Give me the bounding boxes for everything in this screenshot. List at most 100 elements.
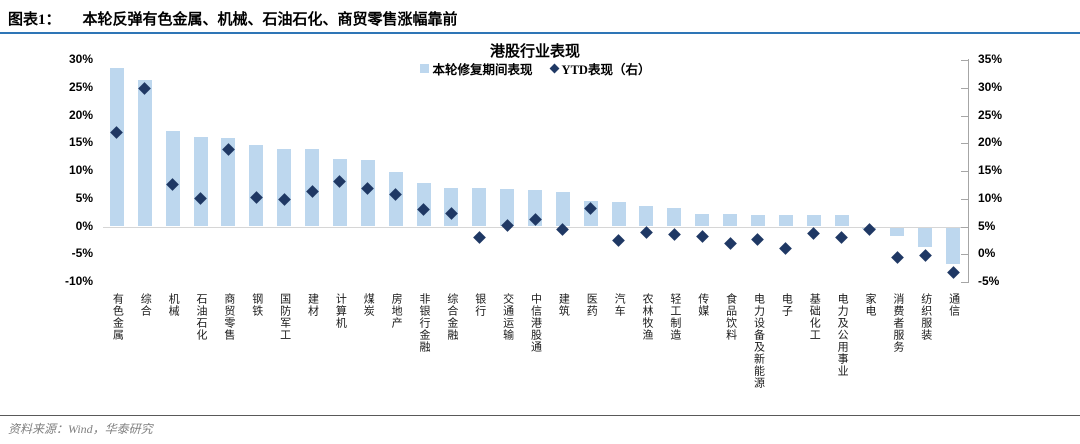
figure-header: 图表1： 本轮反弹有色金属、机械、石油石化、商贸零售涨幅靠前 [8, 8, 1072, 29]
category-label: 综合金融 [445, 293, 458, 341]
category-label: 商贸零售 [222, 293, 235, 341]
right-axis-tick-mark [961, 254, 968, 256]
right-axis-tick-label: 35% [978, 52, 1003, 66]
right-axis-tick-label: 10% [978, 190, 1003, 205]
right-axis-tick-label: 5% [978, 218, 996, 233]
left-axis-tick-label: 0% [75, 218, 93, 233]
bar [555, 192, 570, 227]
bar [193, 136, 208, 227]
category-label: 计算机 [334, 293, 347, 329]
left-axis-tick-label: 25% [68, 79, 93, 94]
category-label: 农林牧渔 [640, 293, 653, 341]
category-label: 建筑 [557, 293, 570, 317]
bar [806, 215, 821, 227]
category-label: 电力设备及新能源 [752, 293, 765, 389]
ytd-point [835, 231, 848, 244]
category-label: 有色金属 [111, 293, 124, 341]
legend-label-bars: 本轮修复期间表现 [432, 63, 533, 77]
category-label: 电子 [780, 293, 793, 317]
left-axis-tick-label: 5% [75, 190, 93, 205]
category-label: 家电 [863, 293, 876, 317]
bar [890, 227, 905, 236]
legend-label-ytd: YTD表现（右） [561, 63, 651, 77]
bar [472, 188, 487, 227]
bar-series-marker-icon [419, 64, 429, 73]
chart-title: 港股行业表现 [489, 44, 580, 60]
bar [500, 188, 515, 227]
ytd-point [667, 227, 681, 241]
right-axis-line [968, 59, 969, 283]
chart-legend: 本轮修复期间表现 YTD表现（右） [103, 59, 967, 78]
bar [639, 205, 654, 227]
right-axis-tick-label: 15% [978, 163, 1003, 177]
footer-divider [0, 415, 1080, 416]
header-divider [0, 32, 1080, 34]
figure-title: 本轮反弹有色金属、机械、石油石化、商贸零售涨幅靠前 [82, 12, 458, 28]
right-axis-tick-mark [961, 226, 968, 228]
category-label: 银行 [473, 293, 486, 317]
category-label: 非银行金融 [418, 293, 431, 353]
category-label: 传媒 [696, 293, 709, 317]
left-axis-tick-label: 20% [68, 107, 93, 122]
right-axis-tick-mark [961, 115, 968, 117]
category-label: 建材 [306, 293, 319, 317]
ytd-point [723, 236, 737, 250]
bar [109, 67, 124, 227]
category-label: 轻工制造 [668, 293, 681, 341]
left-axis-tick-label: -5% [71, 246, 93, 261]
figure-number: 图表1： [8, 12, 61, 28]
category-label: 国防军工 [278, 293, 291, 341]
right-axis-tick-label: 0% [978, 246, 996, 261]
bar [277, 148, 292, 227]
left-axis-tick-label: 10% [68, 163, 93, 177]
ytd-point [779, 242, 793, 256]
left-axis-tick-label: 15% [68, 135, 93, 150]
category-label: 机械 [167, 293, 180, 317]
ytd-series-marker-icon [549, 63, 559, 74]
source-note: 资料来源：Wind，华泰研究 [8, 422, 153, 436]
left-axis-tick-label: -10% [64, 274, 93, 288]
right-axis-tick-label: 25% [978, 107, 1003, 122]
bar [137, 79, 152, 227]
ytd-point [863, 223, 876, 237]
right-axis-tick-mark [961, 282, 968, 283]
bar [249, 145, 264, 227]
ytd-point [807, 226, 821, 240]
bar [946, 227, 961, 265]
ytd-point [946, 266, 960, 279]
category-label: 纺织服装 [919, 293, 932, 341]
category-label: 石油石化 [195, 293, 208, 341]
left-axis-tick-label: 30% [68, 52, 93, 66]
bar [695, 213, 710, 227]
bar [221, 138, 236, 227]
ytd-point [640, 226, 653, 239]
category-label: 消费者服务 [891, 293, 904, 353]
bar [667, 207, 682, 227]
bar [332, 158, 347, 227]
ytd-point [612, 234, 625, 248]
right-axis-tick-label: -5% [978, 274, 1000, 288]
ytd-point [472, 231, 486, 244]
bar [918, 227, 933, 248]
bar [778, 214, 793, 227]
category-label: 基础化工 [808, 293, 821, 341]
right-axis-tick-mark [961, 60, 968, 61]
category-label: 电力及公用事业 [836, 293, 849, 377]
bar [834, 215, 849, 227]
category-label: 房地产 [390, 293, 403, 329]
right-axis-tick-mark [961, 171, 968, 172]
legend-item-bars: 本轮修复期间表现 [419, 59, 533, 78]
category-label: 通信 [947, 293, 960, 317]
zero-axis-line [103, 226, 968, 228]
category-label: 食品饮料 [724, 293, 737, 341]
category-label: 煤炭 [362, 293, 375, 317]
bar [750, 214, 765, 227]
category-label: 中信港股通 [529, 293, 542, 353]
bar [723, 214, 738, 227]
right-axis-tick-mark [961, 87, 968, 89]
category-label: 汽车 [613, 293, 626, 317]
ytd-point [918, 249, 932, 263]
ytd-point [890, 251, 904, 264]
ytd-point [695, 230, 709, 243]
